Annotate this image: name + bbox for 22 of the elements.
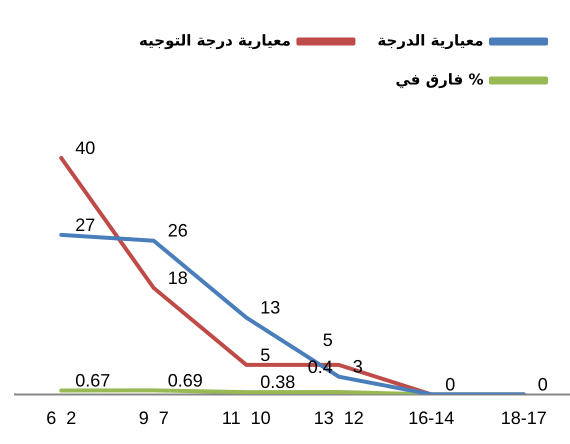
x-tick-label: 6 2	[46, 408, 76, 428]
data-label: 0.67	[75, 370, 110, 390]
data-label: 27	[75, 214, 96, 235]
data-label: 0	[445, 374, 456, 394]
data-label: 0.4	[308, 357, 333, 378]
x-tick-label: 13 12	[314, 408, 364, 428]
data-label: 26	[168, 220, 188, 241]
x-tick-label: 11 10	[222, 408, 271, 428]
x-tick-label: 16-14	[408, 408, 454, 428]
legend-label: معيارية درجة التوجيه	[139, 31, 291, 50]
data-label: 0.38	[260, 372, 296, 392]
legend-label: معيارية الدرجة	[377, 31, 484, 50]
data-label: 0	[538, 374, 548, 394]
x-tick-label: 9 7	[138, 408, 169, 428]
x-tick-label: 18-17	[500, 408, 547, 428]
data-label: 13	[260, 298, 280, 318]
data-label: 5	[322, 330, 333, 350]
data-label: 5	[260, 344, 270, 365]
legend-label: فارق في %	[396, 70, 484, 88]
data-label: 40	[75, 138, 96, 158]
data-label: 0.69	[168, 370, 203, 390]
data-label: 18	[168, 268, 188, 288]
